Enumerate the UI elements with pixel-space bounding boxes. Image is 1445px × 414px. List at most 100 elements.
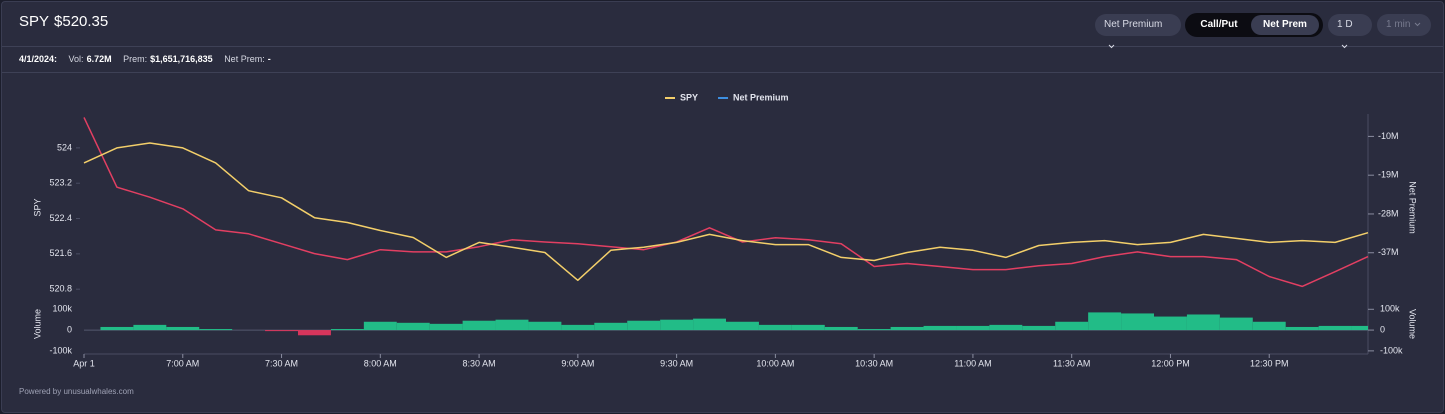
x-tick-label: 12:30 PM xyxy=(1250,358,1289,368)
x-tick-label: 10:30 AM xyxy=(855,358,893,368)
symbol-price: SPY $520.35 xyxy=(19,13,113,30)
y-tick-label: 520.8 xyxy=(49,284,72,294)
volume-bar xyxy=(758,324,792,331)
y2-tick-label: -10M xyxy=(1378,131,1399,141)
volume-bar xyxy=(133,324,167,331)
toggle-net-prem[interactable]: Net Prem xyxy=(1251,15,1319,35)
volume-tick-label: -100k xyxy=(1380,345,1403,355)
interval-select[interactable]: 1 min xyxy=(1377,14,1431,36)
series-line xyxy=(83,142,1369,282)
x-tick-label: 9:30 AM xyxy=(660,358,693,368)
volume-bar xyxy=(693,318,726,331)
volume-bar xyxy=(265,330,298,332)
separator xyxy=(2,72,1443,73)
volume-bar xyxy=(429,323,463,331)
volume-bar xyxy=(330,329,364,331)
volume-tick-label: 0 xyxy=(1380,324,1385,334)
y-tick-label: 523.2 xyxy=(49,178,72,188)
volume-bar xyxy=(726,321,759,331)
volume-bar xyxy=(396,322,430,331)
volume-bar xyxy=(1088,312,1122,331)
volume-bar xyxy=(627,320,661,331)
volume-bar xyxy=(989,324,1023,331)
volume-bar xyxy=(166,326,200,331)
header: SPY $520.35 Net Premium Call/Put Net Prem… xyxy=(2,2,1443,49)
volume-tick-label: -100k xyxy=(49,345,72,355)
volume-bar xyxy=(1318,325,1352,331)
y2-tick-label: -28M xyxy=(1378,208,1399,218)
x-tick-label: Apr 1 xyxy=(73,358,95,368)
y2-tick-label: -37M xyxy=(1378,247,1399,257)
volume-bar xyxy=(1022,325,1056,331)
volume-bar xyxy=(100,326,134,331)
volume-tick-label: 100k xyxy=(52,304,72,314)
volume-axis-title: Volume xyxy=(1408,309,1418,339)
price: $520.35 xyxy=(54,13,109,30)
series-line xyxy=(83,117,1369,288)
legend-label: Net Premium xyxy=(733,92,789,102)
net: - xyxy=(267,54,271,64)
volume-bar xyxy=(199,329,233,331)
volume-bar xyxy=(923,325,957,331)
volume-bar xyxy=(890,326,924,331)
volume-bar xyxy=(1186,314,1220,331)
volume-bar xyxy=(1121,313,1154,331)
volume-bar xyxy=(791,324,825,331)
chevron xyxy=(1341,44,1348,49)
net-label: Net Prem: xyxy=(224,54,265,64)
volume-axis-title: Volume xyxy=(32,309,42,339)
date: 4/1/2024: xyxy=(19,54,58,64)
prem-label: Prem: xyxy=(123,54,148,64)
x-tick-label: 8:30 AM xyxy=(463,358,496,368)
volume-bar xyxy=(561,324,595,331)
volume-bar xyxy=(824,326,858,331)
x-tick-label: 11:30 AM xyxy=(1053,358,1090,368)
y2-tick-label: -19M xyxy=(1378,170,1399,180)
y-tick-label: 524 xyxy=(57,142,72,152)
volume-bar xyxy=(1252,321,1286,331)
volume-bar xyxy=(660,319,694,331)
volume-bar xyxy=(1219,317,1253,331)
volume-bar xyxy=(1154,316,1187,331)
vol-label: Vol: xyxy=(68,54,84,64)
x-tick-label: 7:30 AM xyxy=(265,358,298,368)
metric-select[interactable]: Net Premium xyxy=(1095,14,1181,49)
volume-bar xyxy=(298,330,331,336)
x-tick-label: 11:00 AM xyxy=(954,358,991,368)
chevron xyxy=(1108,44,1115,49)
chevron xyxy=(1415,22,1421,27)
footer: Powered by unusualwhales.com xyxy=(19,387,134,396)
x-tick-label: 12:00 PM xyxy=(1151,358,1190,368)
vol: 6.72M xyxy=(86,54,112,64)
period-label: 1 D xyxy=(1337,19,1353,30)
prem: $1,651,716,835 xyxy=(150,54,213,64)
volume-bar xyxy=(363,321,397,331)
volume-bar xyxy=(1285,326,1319,331)
x-tick-label: 9:00 AM xyxy=(561,358,594,368)
volume-bar xyxy=(495,319,529,331)
y-tick-label: 522.4 xyxy=(49,213,72,223)
toggle-call-put[interactable]: Call/Put xyxy=(1200,19,1238,30)
x-tick-label: 7:00 AM xyxy=(166,358,199,368)
y2-axis-title: Net Premium xyxy=(1408,181,1418,234)
x-tick-label: 10:00 AM xyxy=(756,358,794,368)
volume-tick-label: 100k xyxy=(1380,304,1400,314)
volume-bar xyxy=(857,329,891,331)
volume-bar xyxy=(594,322,628,331)
toggle: Call/Put Net Prem xyxy=(1185,13,1323,37)
volume-bar xyxy=(1055,321,1089,331)
y-axis-title: SPY xyxy=(32,198,42,216)
x-tick-label: 8:00 AM xyxy=(364,358,397,368)
volume-bar xyxy=(1351,325,1368,331)
volume-bar xyxy=(956,325,990,331)
interval-label: 1 min xyxy=(1386,19,1411,30)
period-select[interactable]: 1 D xyxy=(1328,14,1372,49)
volume-tick-label: 0 xyxy=(67,324,72,334)
info-bar: 4/1/2024: Vol: 6.72M Prem: $1,651,716,835 … xyxy=(19,54,271,64)
symbol: SPY xyxy=(19,13,50,30)
metric-label: Net Premium xyxy=(1104,19,1163,30)
y-tick-label: 521.6 xyxy=(49,248,72,258)
volume-bar xyxy=(528,321,562,331)
